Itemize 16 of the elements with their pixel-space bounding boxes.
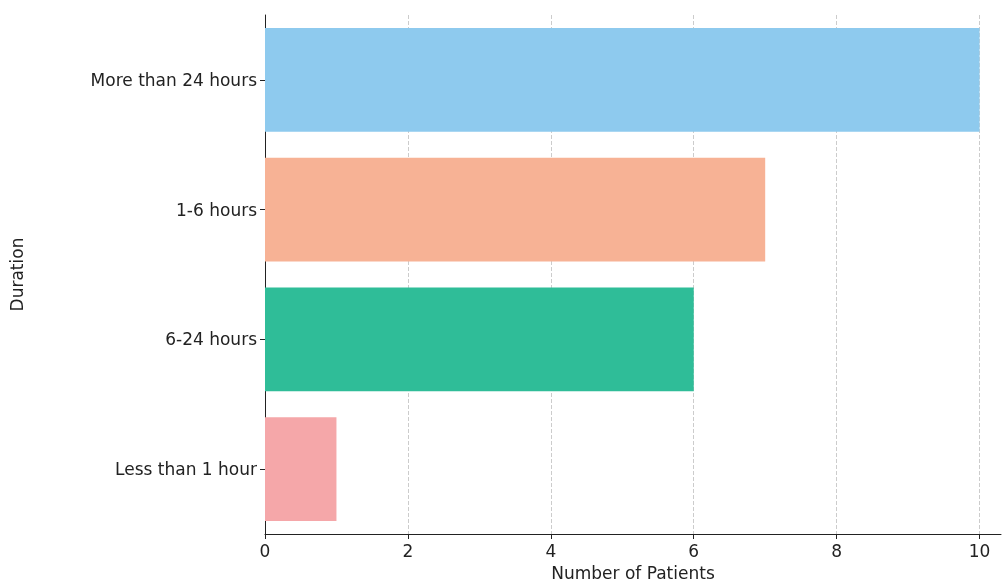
- y-tick-label: 1-6 hours: [176, 199, 258, 220]
- x-tick-label: 8: [831, 540, 843, 561]
- y-tick-label: More than 24 hours: [90, 69, 258, 90]
- bar: [265, 287, 694, 392]
- bar: [265, 27, 980, 132]
- bar: [265, 417, 337, 522]
- x-tick-label: 4: [545, 540, 557, 561]
- x-tick-label: 0: [259, 540, 271, 561]
- y-axis-title: Duration: [6, 237, 27, 312]
- x-tick-label: 6: [688, 540, 700, 561]
- y-tick-label: Less than 1 hour: [115, 459, 257, 480]
- x-axis-title: Number of Patients: [551, 562, 715, 583]
- bar: [265, 157, 766, 262]
- y-tick-label: 6-24 hours: [165, 329, 258, 350]
- x-tick-label: 2: [402, 540, 414, 561]
- x-tick-label: 10: [968, 540, 991, 561]
